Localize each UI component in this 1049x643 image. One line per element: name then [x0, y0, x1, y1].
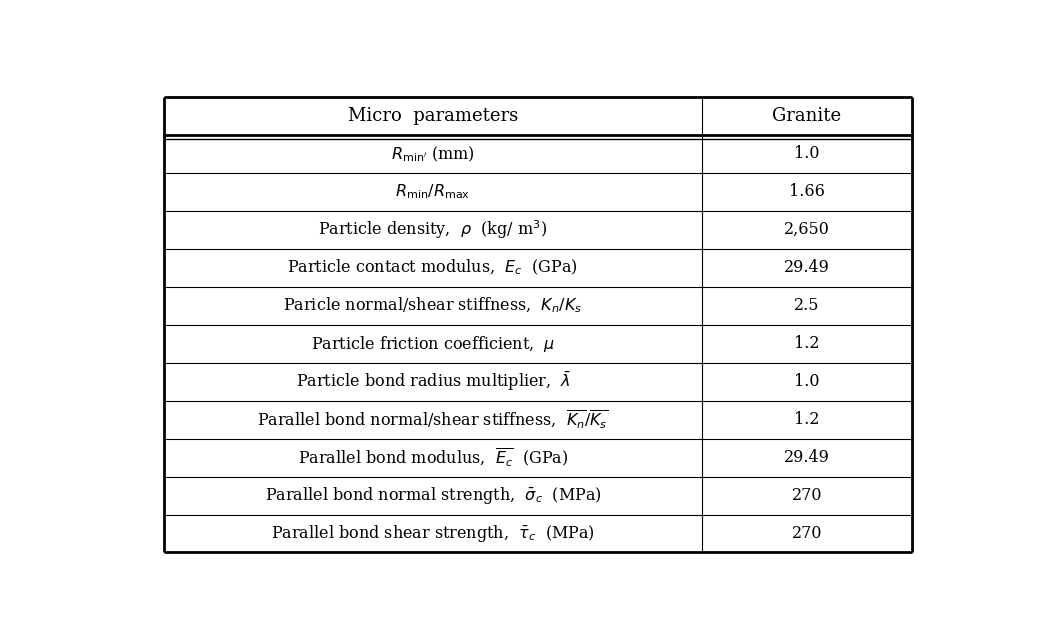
Bar [164, 287, 702, 325]
Text: $R_{\mathrm{min}}/R_{\mathrm{max}}$: $R_{\mathrm{min}}/R_{\mathrm{max}}$ [395, 183, 471, 201]
Text: Particle bond radius multiplier,  $\bar{\lambda}$: Particle bond radius multiplier, $\bar{\… [296, 370, 571, 394]
Text: Parallel bond normal strength,  $\bar{\sigma}_c$  (MPa): Parallel bond normal strength, $\bar{\si… [264, 485, 601, 506]
Bar [702, 287, 912, 325]
Bar [164, 211, 702, 249]
Bar [702, 439, 912, 476]
Bar [164, 135, 702, 173]
Bar [164, 249, 702, 287]
Text: 270: 270 [792, 525, 822, 542]
Text: 1.0: 1.0 [794, 373, 819, 390]
Text: 29.49: 29.49 [784, 449, 830, 466]
Bar [702, 97, 912, 135]
Bar [702, 514, 912, 552]
Text: Particle density,  $\rho$  (kg/ m$^3$): Particle density, $\rho$ (kg/ m$^3$) [318, 219, 548, 241]
Bar [702, 135, 912, 173]
Bar [702, 476, 912, 514]
Text: 1.0: 1.0 [794, 145, 819, 163]
Bar [702, 249, 912, 287]
Text: 2.5: 2.5 [794, 297, 819, 314]
Text: Particle friction coefficient,  $\mu$: Particle friction coefficient, $\mu$ [311, 334, 555, 354]
Text: 29.49: 29.49 [784, 259, 830, 276]
Text: 1.2: 1.2 [794, 411, 819, 428]
Text: Particle contact modulus,  $E_c$  (GPa): Particle contact modulus, $E_c$ (GPa) [287, 258, 578, 278]
Bar [702, 211, 912, 249]
Bar [702, 363, 912, 401]
Bar [164, 363, 702, 401]
Text: Parallel bond normal/shear stiffness,  $\overline{K_n}/\overline{K_s}$: Parallel bond normal/shear stiffness, $\… [257, 408, 608, 431]
Bar [702, 401, 912, 439]
Text: Parallel bond shear strength,  $\bar{\tau}_c$  (MPa): Parallel bond shear strength, $\bar{\tau… [271, 523, 595, 544]
Bar [164, 173, 702, 211]
Bar [164, 439, 702, 476]
Bar [164, 325, 702, 363]
Bar [164, 401, 702, 439]
Text: Micro  parameters: Micro parameters [348, 107, 518, 125]
Text: 270: 270 [792, 487, 822, 504]
Bar [164, 476, 702, 514]
Bar [702, 325, 912, 363]
Bar [702, 173, 912, 211]
Text: Granite: Granite [772, 107, 841, 125]
Bar [164, 514, 702, 552]
Text: Paricle normal/shear stiffness,  $K_n/K_s$: Paricle normal/shear stiffness, $K_n/K_s… [283, 296, 582, 316]
Text: Parallel bond modulus,  $\overline{E_c}$  (GPa): Parallel bond modulus, $\overline{E_c}$ … [298, 446, 569, 469]
Text: 1.66: 1.66 [789, 183, 825, 201]
Text: 2,650: 2,650 [784, 221, 830, 239]
Bar [164, 97, 702, 135]
Text: 1.2: 1.2 [794, 335, 819, 352]
Text: $R_{\mathrm{min}^{\prime}}$ (mm): $R_{\mathrm{min}^{\prime}}$ (mm) [391, 144, 475, 163]
